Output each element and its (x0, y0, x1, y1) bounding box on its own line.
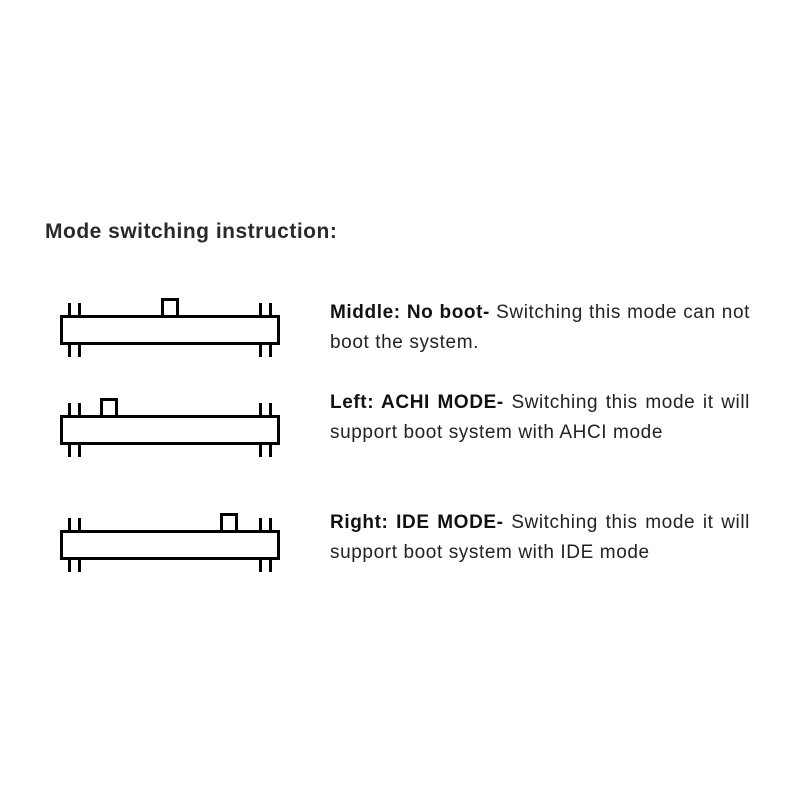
switch-stub (78, 403, 81, 415)
switch-diagram-right (60, 505, 280, 580)
switch-stub (269, 403, 272, 415)
desc-middle: Middle: No boot- Switching this mode can… (330, 298, 750, 359)
switch-stub (68, 345, 71, 357)
switch-stub (68, 445, 71, 457)
switch-stub (259, 445, 262, 457)
switch-stub (68, 303, 71, 315)
desc-label: Left: ACHI MODE- (330, 392, 511, 413)
page-title: Mode switching instruction: (45, 220, 337, 244)
switch-stub (68, 403, 71, 415)
switch-stub (269, 518, 272, 530)
switch-body (60, 415, 280, 445)
switch-stub (259, 518, 262, 530)
desc-label: Middle: No boot- (330, 302, 496, 323)
desc-left: Left: ACHI MODE- Switching this mode it … (330, 388, 750, 449)
switch-stub (68, 560, 71, 572)
switch-stub (78, 345, 81, 357)
switch-knob (100, 398, 118, 415)
desc-right: Right: IDE MODE- Switching this mode it … (330, 508, 750, 569)
switch-stub (78, 560, 81, 572)
switch-knob (220, 513, 238, 530)
switch-stub (78, 518, 81, 530)
switch-stub (269, 303, 272, 315)
switch-stub (259, 345, 262, 357)
switch-diagram-middle (60, 290, 280, 365)
switch-stub (269, 345, 272, 357)
switch-body (60, 530, 280, 560)
switch-knob (161, 298, 179, 315)
switch-stub (269, 445, 272, 457)
switch-body (60, 315, 280, 345)
switch-stub (78, 445, 81, 457)
switch-stub (259, 560, 262, 572)
switch-diagram-left (60, 390, 280, 465)
switch-stub (68, 518, 71, 530)
desc-label: Right: IDE MODE- (330, 512, 511, 533)
switch-stub (259, 403, 262, 415)
switch-stub (78, 303, 81, 315)
switch-stub (269, 560, 272, 572)
switch-stub (259, 303, 262, 315)
page: Mode switching instruction: (0, 0, 800, 800)
